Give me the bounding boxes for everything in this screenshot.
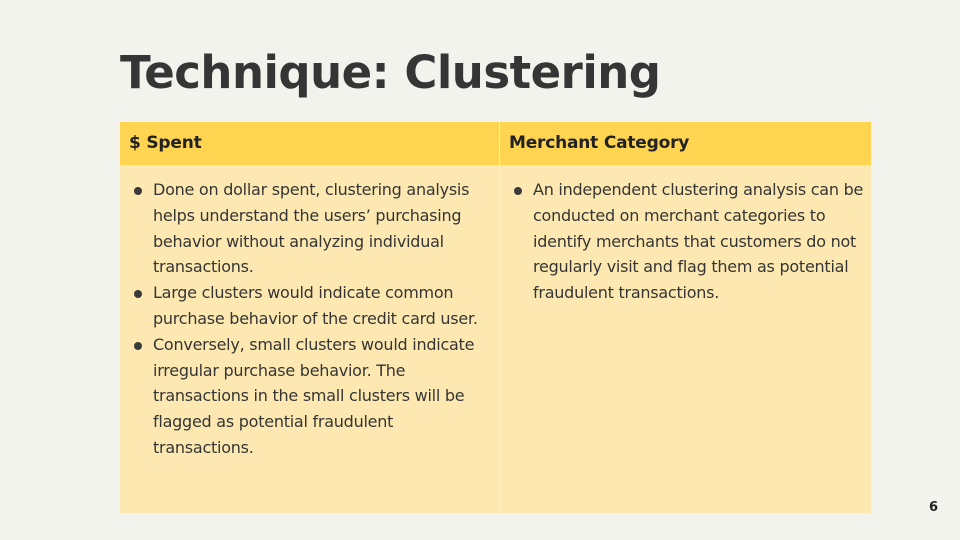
- bullet-text: An independent clustering analysis can b…: [533, 180, 863, 302]
- bullet-item: Done on dollar spent, clustering analysi…: [134, 177, 493, 280]
- column-header-merchant-category: Merchant Category: [500, 122, 871, 165]
- bullet-dot-icon: [514, 187, 522, 195]
- bullet-item: Conversely, small clusters would indicat…: [134, 332, 493, 461]
- dollar-spent-cell: Done on dollar spent, clustering analysi…: [120, 165, 500, 513]
- comparison-table: $ Spent Merchant Category Done on dollar…: [120, 122, 871, 513]
- bullet-item: Large clusters would indicate common pur…: [134, 280, 493, 332]
- merchant-category-cell: An independent clustering analysis can b…: [500, 165, 871, 513]
- bullet-item: An independent clustering analysis can b…: [514, 177, 865, 306]
- bullet-text: Large clusters would indicate common pur…: [153, 283, 478, 328]
- bullet-dot-icon: [134, 187, 142, 195]
- bullet-dot-icon: [134, 342, 142, 350]
- column-header-dollar-spent: $ Spent: [120, 122, 500, 165]
- page-number: 6: [929, 500, 938, 515]
- bullet-text: Conversely, small clusters would indicat…: [153, 335, 474, 457]
- slide-title: Technique: Clustering: [120, 44, 661, 102]
- merchant-category-bullet-list: An independent clustering analysis can b…: [500, 165, 871, 306]
- bullet-text: Done on dollar spent, clustering analysi…: [153, 180, 469, 276]
- dollar-spent-bullet-list: Done on dollar spent, clustering analysi…: [120, 165, 499, 461]
- bullet-dot-icon: [134, 290, 142, 298]
